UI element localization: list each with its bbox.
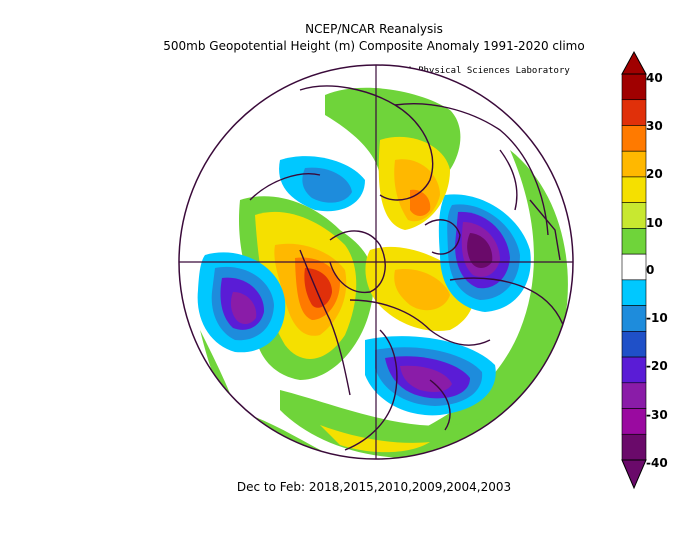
map-boundary xyxy=(178,64,574,460)
colorbar-segment xyxy=(621,99,647,126)
colorbar-bottom-arrow xyxy=(621,459,647,490)
colorbar-tick-label: 20 xyxy=(646,167,663,181)
colorbar-segment xyxy=(621,305,647,332)
colorbar-segment xyxy=(621,150,647,178)
colorbar-tick-label: 30 xyxy=(646,119,663,133)
colorbar-tick-label: -40 xyxy=(646,456,668,470)
colorbar-segment xyxy=(621,279,647,306)
colorbar-top-arrow xyxy=(621,50,647,75)
negative-anomaly-east-pacific xyxy=(197,252,286,353)
colorbar-tick-label: 0 xyxy=(646,263,655,277)
colorbar-segment xyxy=(621,228,647,255)
colorbar-segment xyxy=(621,356,647,384)
colorbar-segment xyxy=(621,73,647,101)
colorbar-segment xyxy=(621,382,647,409)
colorbar-tick-label: -20 xyxy=(646,359,668,373)
colorbar xyxy=(621,50,647,490)
negative-anomaly-north-america xyxy=(365,336,496,416)
title-line-2: 500mb Geopotential Height (m) Composite … xyxy=(163,39,585,53)
colorbar-tick-label: 10 xyxy=(646,216,663,230)
date-range-footer: Dec to Feb: 2018,2015,2010,2009,2004,200… xyxy=(236,480,512,494)
colorbar-segment xyxy=(621,202,647,229)
colorbar-segment xyxy=(621,125,647,152)
colorbar-segment xyxy=(621,408,647,435)
colorbar-tick-label: 40 xyxy=(646,71,663,85)
colorbar-segment xyxy=(621,176,647,203)
colorbar-segment xyxy=(621,433,647,461)
colorbar-segment xyxy=(621,331,647,358)
colorbar-tick-label: -10 xyxy=(646,311,668,325)
coastlines xyxy=(249,85,566,451)
title-line-1: NCEP/NCAR Reanalysis xyxy=(305,22,443,36)
anomaly-field xyxy=(179,65,573,459)
colorbar-tick-label: -30 xyxy=(646,408,668,422)
credit-label: NOAA Physical Sciences Laboratory xyxy=(391,66,570,76)
colorbar-segment xyxy=(621,253,647,281)
